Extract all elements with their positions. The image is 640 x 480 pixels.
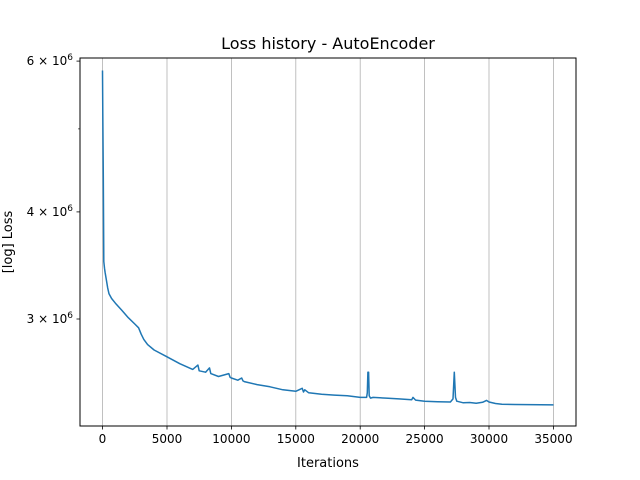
y-tick-label: 6 × 106 <box>27 53 74 68</box>
x-tick-label: 15000 <box>277 432 315 446</box>
x-axis-label: Iterations <box>297 456 359 471</box>
y-axis-label: [log] Loss <box>1 210 16 273</box>
x-axis-ticks: 0 5000 10000 15000 20000 25000 30000 35000 <box>99 426 573 446</box>
x-tick-label: 30000 <box>470 432 508 446</box>
y-axis-ticks: 6 × 106 4 × 106 3 × 106 <box>27 53 80 326</box>
chart-title: Loss history - AutoEncoder <box>221 34 435 53</box>
series-layer <box>101 70 554 406</box>
loss-series-line <box>101 70 554 406</box>
y-tick-label: 3 × 106 <box>27 311 74 326</box>
x-tick-label: 25000 <box>406 432 444 446</box>
x-tick-label: 20000 <box>341 432 379 446</box>
x-tick-label: 5000 <box>152 432 183 446</box>
axes-frame <box>79 57 577 427</box>
y-tick-label: 4 × 106 <box>27 204 74 219</box>
x-tick-label: 0 <box>99 432 107 446</box>
x-tick-label: 10000 <box>212 432 250 446</box>
x-grid-lines <box>102 58 554 426</box>
x-tick-label: 35000 <box>534 432 572 446</box>
